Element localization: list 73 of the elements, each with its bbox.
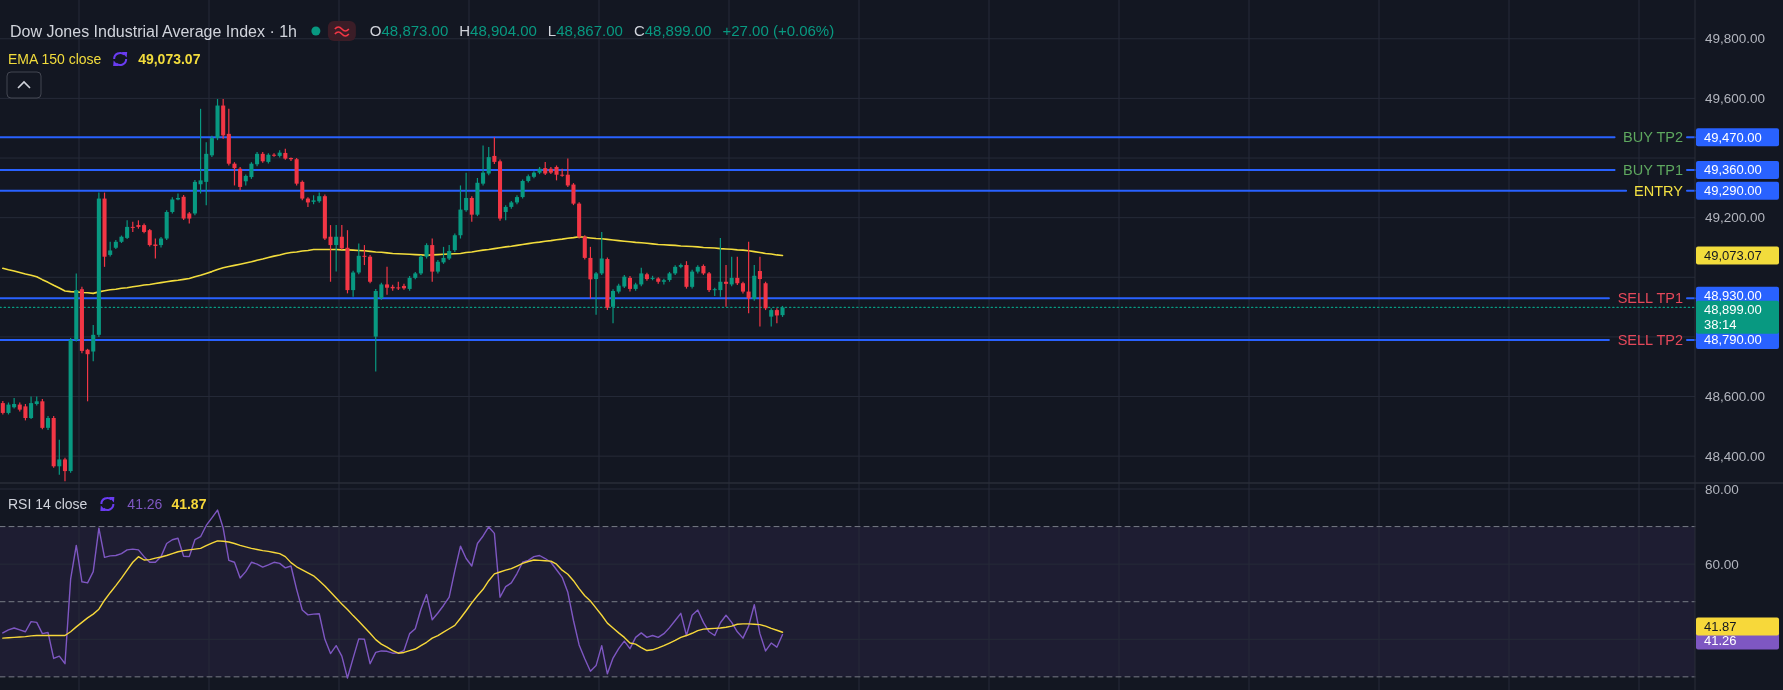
candlestick <box>469 195 474 223</box>
candlestick <box>752 264 757 302</box>
ref-line-label: ENTRY <box>1634 182 1684 199</box>
candlestick <box>582 234 587 260</box>
text: 48,790.00 <box>1704 332 1762 348</box>
candlestick <box>351 270 356 298</box>
y-tick-label: 60.00 <box>1705 556 1739 572</box>
text: 49,470.00 <box>1704 129 1762 145</box>
candlestick <box>339 224 344 251</box>
y-tick-label: 48,600.00 <box>1705 389 1766 405</box>
y-tick-label: 49,200.00 <box>1705 210 1766 226</box>
candlestick <box>271 152 277 158</box>
candlestick <box>684 260 689 290</box>
text: 41.26 <box>1704 632 1737 648</box>
text: 49,290.00 <box>1704 183 1762 199</box>
text: 49,073.07 <box>1704 248 1762 264</box>
candlestick <box>565 158 570 188</box>
text: 41.87 <box>1704 618 1737 634</box>
text: Dow Jones Industrial Average Index · 1h <box>10 22 297 40</box>
text: RSI 14 close <box>8 495 88 512</box>
line-series <box>2 540 784 654</box>
candlestick <box>481 144 486 187</box>
candlestick <box>769 307 774 328</box>
candlestick <box>707 271 712 293</box>
candlestick <box>209 135 214 158</box>
annotation: +27.00 (+0.06%) <box>722 22 835 40</box>
candlestick <box>520 178 525 200</box>
candlestick <box>57 439 62 476</box>
annotation: 49,073.07 <box>138 50 201 67</box>
candlestick <box>690 269 695 290</box>
text: EMA 150 close <box>8 50 102 67</box>
annotation: L48,867.00 <box>547 22 623 40</box>
candlestick <box>362 244 367 266</box>
candlestick <box>774 307 779 324</box>
candlestick <box>639 267 644 287</box>
candlestick <box>486 146 491 176</box>
annotation: O48,873.00 <box>369 22 449 40</box>
candlestick <box>418 254 423 276</box>
line-series <box>2 509 784 679</box>
candlestick <box>334 224 339 273</box>
ref-line-label: BUY TP2 <box>1623 129 1683 146</box>
annotation: 41.26 <box>127 495 163 512</box>
text: 38:14 <box>1704 317 1737 333</box>
candlestick <box>757 256 762 328</box>
candlestick <box>571 182 576 206</box>
candlestick <box>91 324 96 362</box>
candlestick <box>384 266 390 296</box>
candlestick <box>238 166 243 191</box>
ref-line-label: SELL TP2 <box>1617 331 1683 348</box>
text: 48,930.00 <box>1704 288 1762 304</box>
candlestick <box>29 395 34 420</box>
candlestick <box>588 246 593 300</box>
y-tick-label: 49,600.00 <box>1705 91 1766 107</box>
y-tick-label: 48,400.00 <box>1705 448 1766 464</box>
annotation: 41.87 <box>171 495 207 512</box>
annotation: H48,904.00 <box>459 22 537 40</box>
candlestick <box>492 136 497 165</box>
candlestick <box>599 231 604 276</box>
candlestick <box>232 161 237 187</box>
candlestick <box>452 232 457 253</box>
candlestick <box>464 172 469 213</box>
ref-line-label: 48,899.00 <box>1704 302 1762 318</box>
ref-line-label: SELL TP1 <box>1617 290 1683 307</box>
line-series <box>2 235 784 295</box>
candlestick <box>62 457 68 482</box>
ref-line-label: BUY TP1 <box>1623 162 1683 179</box>
y-tick-label: 49,800.00 <box>1705 31 1766 47</box>
annotation: C48,899.00 <box>633 22 712 40</box>
text: 49,360.00 <box>1704 162 1762 178</box>
candlestick <box>723 264 729 308</box>
candlestick <box>735 256 740 286</box>
candlestick <box>356 242 361 275</box>
y-tick-label: 80.00 <box>1705 481 1739 497</box>
